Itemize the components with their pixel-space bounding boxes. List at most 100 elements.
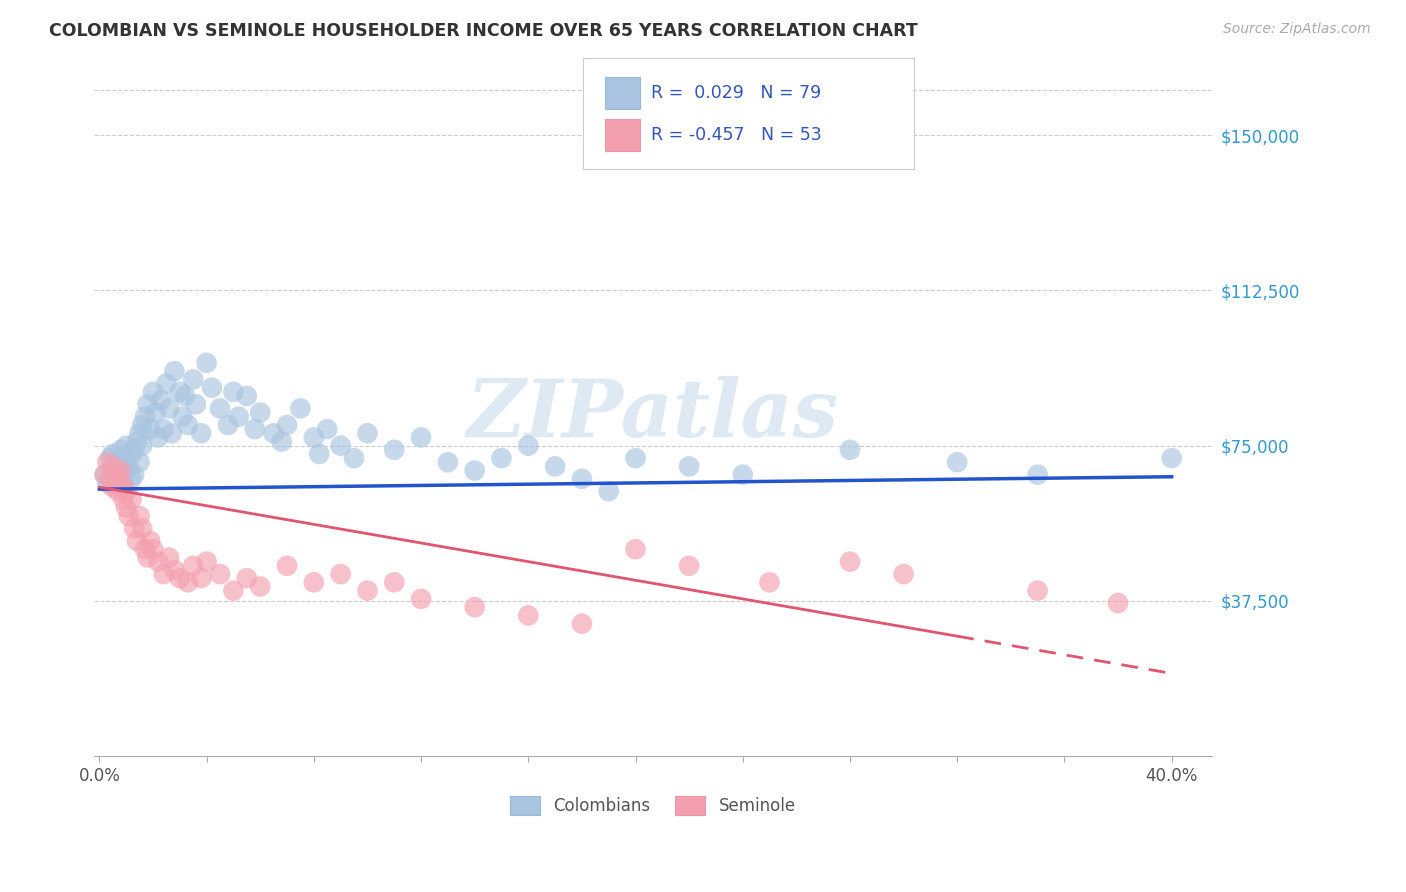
Point <box>101 480 124 494</box>
Legend: Colombians, Seminole: Colombians, Seminole <box>502 787 804 823</box>
Point <box>125 434 148 449</box>
Point <box>96 455 118 469</box>
Point <box>839 555 862 569</box>
Point <box>249 579 271 593</box>
Point <box>177 417 200 432</box>
Point <box>329 439 352 453</box>
Point <box>115 463 138 477</box>
Point <box>181 558 204 573</box>
Point <box>115 484 138 499</box>
Point <box>150 393 173 408</box>
Point <box>731 467 754 482</box>
Point <box>181 372 204 386</box>
Point <box>1107 596 1129 610</box>
Point <box>160 426 183 441</box>
Point <box>169 384 191 399</box>
Point <box>893 567 915 582</box>
Point <box>163 563 186 577</box>
Point <box>276 417 298 432</box>
Point <box>236 389 259 403</box>
Point <box>678 558 700 573</box>
Point <box>571 472 593 486</box>
Text: Source: ZipAtlas.com: Source: ZipAtlas.com <box>1223 22 1371 37</box>
Point <box>115 500 138 515</box>
Point <box>343 451 366 466</box>
Point <box>270 434 292 449</box>
Point <box>152 567 174 582</box>
Point <box>222 384 245 399</box>
Point <box>598 484 620 499</box>
Text: COLOMBIAN VS SEMINOLE HOUSEHOLDER INCOME OVER 65 YEARS CORRELATION CHART: COLOMBIAN VS SEMINOLE HOUSEHOLDER INCOME… <box>49 22 918 40</box>
Point <box>93 467 115 482</box>
Point <box>356 426 378 441</box>
Point <box>544 459 567 474</box>
Point <box>128 426 150 441</box>
Point <box>152 422 174 436</box>
Point <box>118 509 141 524</box>
Point <box>128 455 150 469</box>
Point <box>139 422 162 436</box>
Point <box>136 550 159 565</box>
Point <box>464 463 486 477</box>
Point <box>195 555 218 569</box>
Point <box>228 409 250 424</box>
Point <box>93 467 115 482</box>
Point <box>131 417 153 432</box>
Point <box>121 492 143 507</box>
Point <box>101 459 124 474</box>
Point <box>195 356 218 370</box>
Text: R = -0.457   N = 53: R = -0.457 N = 53 <box>651 126 821 144</box>
Point <box>148 430 170 444</box>
Point <box>157 550 180 565</box>
Point <box>517 439 540 453</box>
Point <box>163 364 186 378</box>
Point <box>184 397 207 411</box>
Point <box>290 401 312 416</box>
Point <box>678 459 700 474</box>
Point <box>104 455 127 469</box>
Point <box>276 558 298 573</box>
Point <box>1026 467 1049 482</box>
Point <box>112 480 135 494</box>
Point <box>121 447 143 461</box>
Point <box>464 600 486 615</box>
Point <box>208 401 231 416</box>
Point <box>98 451 121 466</box>
Point <box>624 542 647 557</box>
Point <box>236 571 259 585</box>
Point <box>121 472 143 486</box>
Point <box>122 442 145 457</box>
Point <box>308 447 330 461</box>
Point <box>136 397 159 411</box>
Point <box>190 426 212 441</box>
Point <box>155 376 177 391</box>
Point <box>571 616 593 631</box>
Point <box>107 467 129 482</box>
Point <box>148 555 170 569</box>
Point <box>122 467 145 482</box>
Point <box>142 542 165 557</box>
Point <box>134 542 156 557</box>
Point <box>110 442 132 457</box>
Point <box>118 459 141 474</box>
Point <box>96 475 118 490</box>
Point <box>329 567 352 582</box>
Point <box>243 422 266 436</box>
Point <box>131 521 153 535</box>
Point <box>382 442 405 457</box>
Point <box>382 575 405 590</box>
Point <box>356 583 378 598</box>
Point <box>134 409 156 424</box>
Point <box>409 591 432 606</box>
Point <box>107 467 129 482</box>
Point <box>263 426 285 441</box>
Point <box>316 422 339 436</box>
Point <box>101 463 124 477</box>
Point <box>110 472 132 486</box>
Text: R =  0.029   N = 79: R = 0.029 N = 79 <box>651 84 821 102</box>
Point <box>104 480 127 494</box>
Point <box>169 571 191 585</box>
Point <box>201 381 224 395</box>
Point <box>107 484 129 499</box>
Point <box>139 533 162 548</box>
